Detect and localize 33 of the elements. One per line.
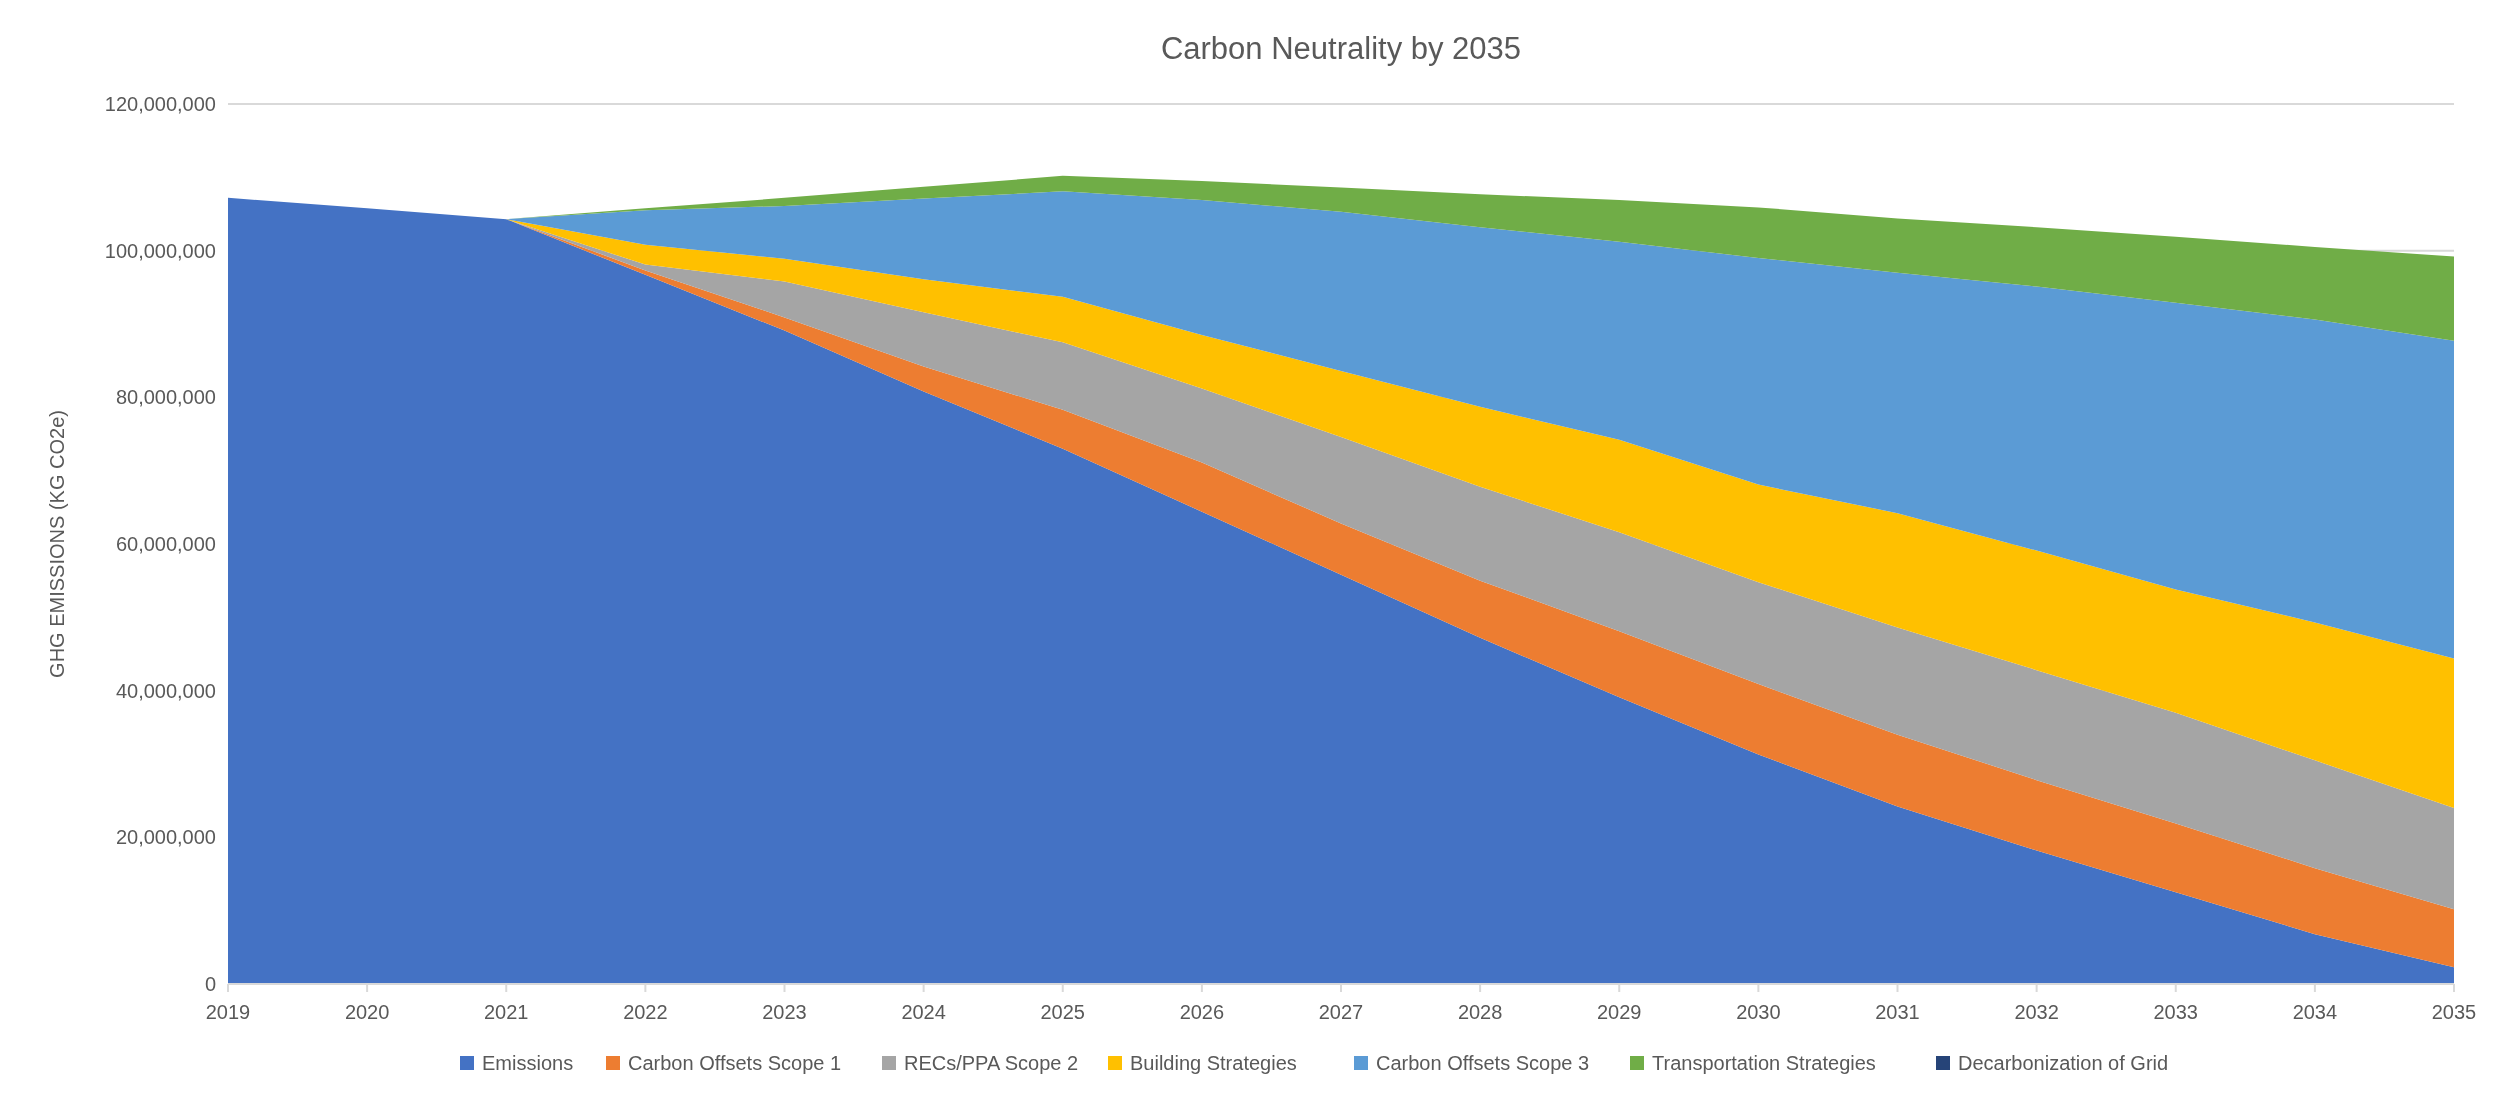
x-tick-label: 2035	[2431, 1001, 2477, 1023]
legend-label: RECs/PPA Scope 2	[904, 1052, 1079, 1074]
legend-label: Decarbonization of Grid	[1958, 1052, 2169, 1074]
legend-label: Carbon Offsets Scope 1	[628, 1052, 842, 1074]
y-tick-label: 60,000,000	[115, 533, 216, 555]
x-tick-label: 2033	[2153, 1001, 2198, 1023]
legend-label: Transportation Strategies	[1652, 1052, 1876, 1074]
chart-title: Carbon Neutrality by 2035	[1160, 30, 1522, 66]
x-tick-label: 2031	[1875, 1001, 1920, 1023]
x-tick-label: 2024	[901, 1001, 946, 1023]
x-tick-label: 2019	[205, 1001, 251, 1023]
x-tick-label: 2028	[1457, 1001, 1503, 1023]
x-tick-label: 2029	[1597, 1001, 1642, 1023]
x-tick-label: 2023	[762, 1001, 807, 1023]
legend-label: Emissions	[482, 1052, 574, 1074]
x-tick-label: 2025	[1040, 1001, 1085, 1023]
y-tick-label: 120,000,000	[104, 93, 216, 115]
x-tick-label: 2030	[1736, 1001, 1781, 1023]
x-tick-label: 2027	[1318, 1001, 1364, 1023]
y-axis-title: GHG EMISSIONS (KG CO2e)	[46, 410, 68, 678]
y-tick-label: 80,000,000	[115, 386, 216, 409]
y-tick-label: 20,000,000	[115, 826, 216, 849]
legend-label: Building Strategies	[1130, 1052, 1297, 1074]
y-tick-label: 0	[204, 973, 216, 995]
x-tick-label: 2020	[344, 1001, 390, 1023]
x-tick-label: 2021	[484, 1001, 529, 1023]
x-tick-label: 2022	[623, 1001, 668, 1023]
legend-label: Carbon Offsets Scope 3	[1376, 1052, 1590, 1074]
x-tick-label: 2026	[1179, 1001, 1225, 1023]
y-tick-label: 100,000,000	[104, 239, 216, 262]
x-tick-label: 2034	[2292, 1001, 2338, 1023]
y-tick-label: 40,000,000	[115, 679, 216, 702]
x-tick-label: 2032	[2014, 1001, 2059, 1023]
